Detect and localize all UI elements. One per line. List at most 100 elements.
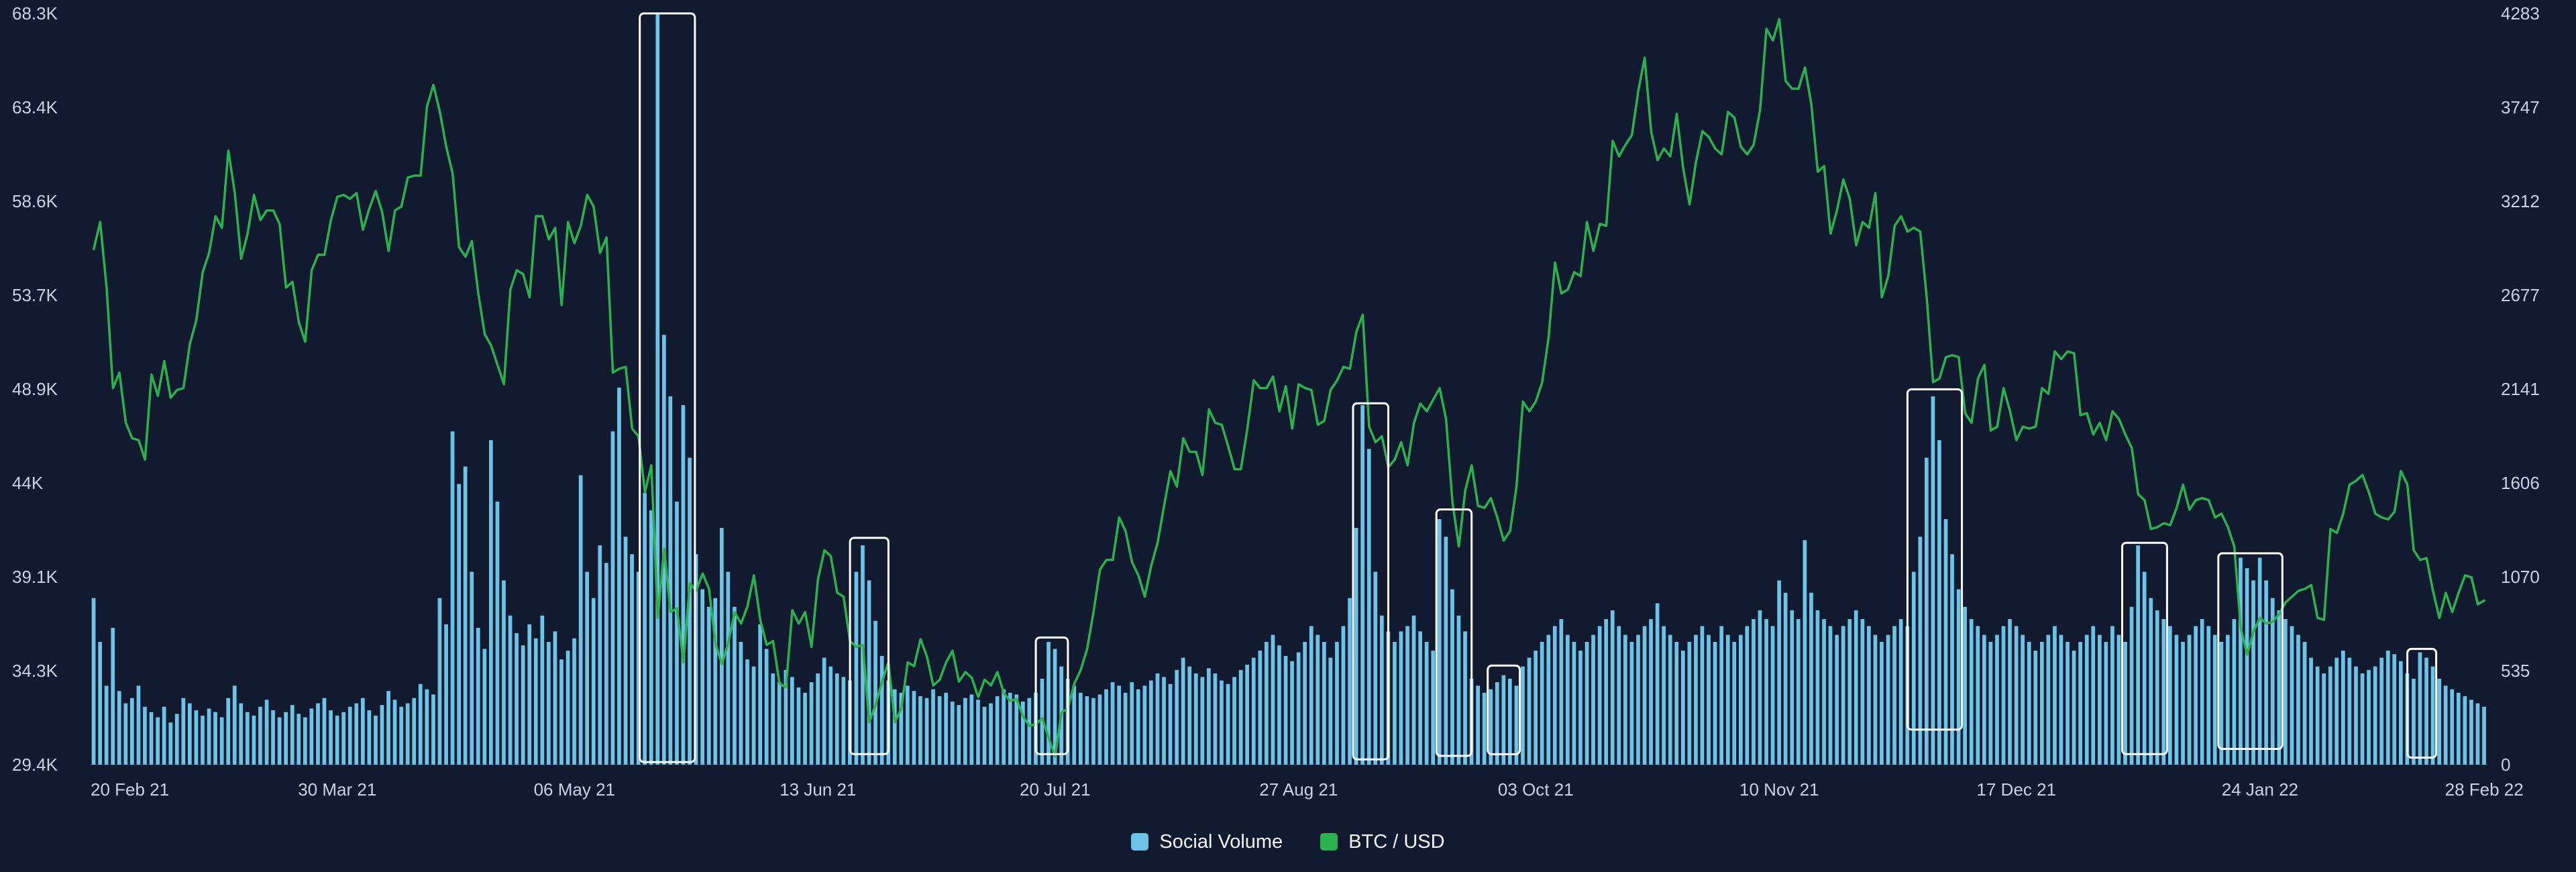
- social-volume-bar: [976, 700, 980, 765]
- social-volume-bar: [2194, 626, 2198, 765]
- left-axis-label: 68.3K: [12, 3, 58, 23]
- social-volume-bar: [2475, 703, 2480, 765]
- social-volume-bar: [1521, 666, 1525, 765]
- social-volume-bar: [995, 696, 1000, 765]
- social-volume-bar: [1303, 642, 1307, 765]
- highlight-box: [1487, 664, 1521, 755]
- social-volume-bar: [2334, 657, 2339, 765]
- social-volume-bar: [2379, 657, 2383, 765]
- x-axis-label: 10 Nov 21: [1739, 779, 1819, 800]
- social-volume-bar: [1136, 689, 1140, 765]
- social-volume-bar: [1207, 668, 1211, 765]
- left-axis-label: 53.7K: [12, 285, 58, 305]
- left-axis-label: 29.4K: [12, 755, 58, 775]
- social-volume-bar: [1309, 626, 1313, 765]
- social-volume-bar: [1181, 657, 1185, 765]
- social-volume-bar: [1950, 554, 1954, 765]
- social-volume-bar: [1399, 631, 1403, 765]
- social-volume-bar: [1566, 635, 1570, 765]
- social-volume-bar: [1238, 669, 1243, 765]
- social-volume-bar: [1527, 657, 1532, 765]
- social-volume-bar: [2392, 654, 2397, 765]
- social-volume-bar: [912, 691, 916, 765]
- social-volume-bar: [720, 528, 724, 765]
- social-volume-bar: [1867, 626, 1871, 765]
- social-volume-bar: [854, 571, 859, 765]
- social-volume-bar: [739, 642, 743, 765]
- social-volume-bar: [1988, 642, 1993, 765]
- social-volume-bar: [2290, 626, 2294, 765]
- social-volume-bar: [1976, 626, 1980, 765]
- social-volume-bar: [1783, 592, 1788, 765]
- social-volume-bar: [1437, 519, 1442, 765]
- social-volume-bar: [444, 624, 448, 765]
- social-volume-bar: [2284, 619, 2288, 765]
- social-volume-bar: [867, 580, 871, 765]
- social-volume-bar: [354, 703, 359, 765]
- social-volume-bar: [527, 624, 532, 765]
- social-volume-bar: [1501, 675, 1506, 765]
- social-volume-bar: [751, 666, 756, 765]
- social-volume-bar: [1559, 619, 1564, 765]
- social-volume-bar: [329, 710, 333, 765]
- social-volume-bar: [290, 705, 294, 765]
- social-volume-bar: [2200, 619, 2204, 765]
- social-volume-bar: [931, 689, 935, 765]
- social-volume-bar: [675, 501, 679, 765]
- social-volume-bar: [1482, 692, 1487, 765]
- social-volume-bar: [219, 717, 224, 765]
- right-axis-label: 4283: [2501, 3, 2540, 23]
- social-volume-bar: [1123, 692, 1128, 765]
- x-axis-label: 28 Feb 22: [2445, 779, 2524, 800]
- btc-price-line: [93, 17, 2485, 759]
- social-volume-bar: [2053, 626, 2057, 765]
- social-volume-bar: [694, 554, 698, 765]
- social-volume-bar: [1764, 619, 1768, 765]
- social-volume-bar: [1540, 642, 1544, 765]
- social-volume-bar: [2347, 657, 2352, 765]
- right-axis-label: 1606: [2501, 473, 2540, 493]
- social-volume-bar: [2457, 692, 2461, 765]
- social-volume-bar: [2219, 642, 2224, 765]
- social-volume-bar: [1283, 655, 1288, 765]
- social-volume-bar: [2091, 626, 2096, 765]
- social-volume-bar: [873, 620, 877, 765]
- social-volume-bar: [1668, 635, 1672, 765]
- social-volume-bar: [495, 501, 500, 765]
- social-volume-bar: [1828, 626, 1833, 765]
- price-social-volume-chart[interactable]: 68.3K 63.4K 58.6K 53.7K 48.9K 44K 39.1K 34.3K 29…: [0, 0, 2576, 812]
- social-volume-bar: [1514, 686, 1519, 765]
- social-volume-bar: [1700, 626, 1705, 765]
- social-volume-bar: [1610, 610, 1615, 765]
- social-volume-bar: [1803, 540, 1807, 765]
- social-volume-bar: [803, 692, 807, 765]
- social-volume-bar: [1758, 610, 1762, 765]
- social-volume-bar: [1604, 619, 1608, 765]
- social-volume-bar: [1354, 528, 1358, 765]
- social-volume-bar: [2098, 635, 2102, 765]
- social-volume-bar: [2212, 635, 2217, 765]
- social-volume-bar: [2174, 635, 2179, 765]
- social-volume-bar: [2469, 700, 2473, 765]
- left-axis-label: 63.4K: [12, 97, 58, 117]
- x-axis-label: 03 Oct 21: [1498, 779, 1574, 800]
- social-volume-bar: [1809, 592, 1813, 765]
- legend-item-social-volume[interactable]: Social Volume: [1131, 831, 1283, 853]
- social-volume-bar: [1925, 457, 1929, 765]
- social-volume-bar: [2341, 651, 2345, 765]
- right-axis-label: 535: [2501, 661, 2530, 681]
- social-volume-bar: [515, 633, 519, 765]
- social-volume-bar: [316, 703, 320, 765]
- social-volume-bar: [1079, 692, 1083, 765]
- social-volume-bar: [1348, 598, 1352, 765]
- legend-item-btc-usd[interactable]: BTC / USD: [1320, 831, 1445, 853]
- social-volume-bar: [123, 703, 128, 765]
- social-volume-bar: [1046, 642, 1051, 765]
- social-volume-bar: [2385, 651, 2390, 765]
- social-volume-bar: [1405, 626, 1409, 765]
- social-volume-bar: [2239, 557, 2243, 765]
- social-volume-bar: [1617, 626, 1621, 765]
- social-volume-bar: [1463, 631, 1467, 765]
- social-volume-bar: [1130, 682, 1134, 765]
